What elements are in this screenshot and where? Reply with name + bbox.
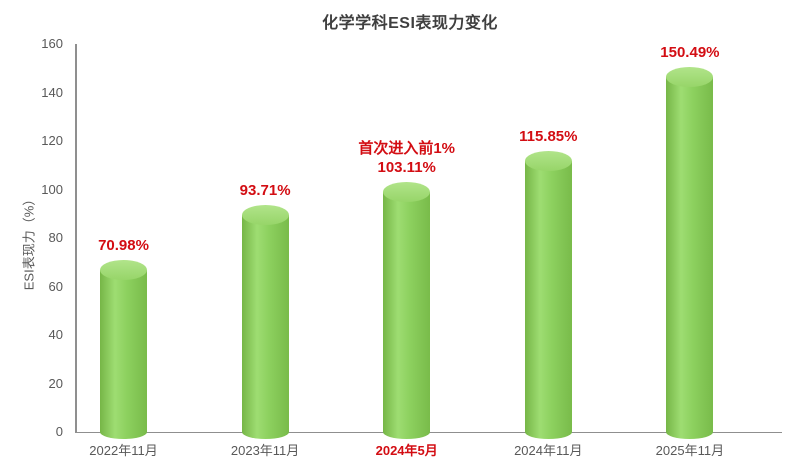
bar-cylinder xyxy=(241,204,289,439)
bar-data-label: 70.98% xyxy=(34,236,214,255)
bar-data-label-line: 150.49% xyxy=(660,44,720,62)
bar-data-label: 115.85% xyxy=(458,127,638,146)
bar-data-label-line: 70.98% xyxy=(98,236,149,254)
y-tick-label: 120 xyxy=(41,133,63,148)
x-axis-label: 2022年11月 xyxy=(89,443,158,458)
chart-title: 化学学科ESI表现力变化 xyxy=(322,15,498,32)
bar-data-label-line: 103.11% xyxy=(377,158,436,176)
bar-cylinder-body xyxy=(241,214,289,439)
y-tick-label: 60 xyxy=(48,278,63,294)
bar-cylinder-top xyxy=(666,67,714,88)
bar-cylinder xyxy=(100,259,147,439)
bar-data-label: 150.49% xyxy=(600,43,780,62)
bar-cylinder xyxy=(524,151,572,439)
y-tick-label: 20 xyxy=(48,375,63,391)
x-axis-label: 2023年11月 xyxy=(230,443,300,458)
bar-cylinder-top xyxy=(383,181,431,202)
y-tick-label: 40 xyxy=(48,327,63,342)
y-axis-line xyxy=(75,44,77,433)
bar-data-label: 首次进入前1% 103.11% xyxy=(317,139,497,177)
y-tick-label: 100 xyxy=(41,181,63,197)
bar-data-label: 93.71% xyxy=(175,181,355,200)
bar-cylinder-top xyxy=(524,151,572,172)
y-tick-label: 80 xyxy=(48,230,63,245)
bar-data-label-line: 115.85% xyxy=(519,128,578,146)
bar-data-label-line: 首次进入前1% xyxy=(358,139,456,157)
x-axis-label: 2025年11月 xyxy=(655,443,725,458)
bar-cylinder-top xyxy=(241,204,289,225)
y-tick-label: 140 xyxy=(41,84,63,100)
bar-cylinder xyxy=(666,67,714,439)
bar-cylinder-top xyxy=(100,259,147,280)
bar-cylinder-body xyxy=(666,77,714,439)
y-tick-label: 160 xyxy=(41,36,63,51)
bar-cylinder-body xyxy=(383,191,431,439)
x-axis-label: 2024年5月 xyxy=(375,443,438,458)
x-axis-label: 2024年11月 xyxy=(514,443,583,458)
bar-cylinder-body xyxy=(100,269,147,439)
bar-cylinder xyxy=(383,181,431,439)
y-tick-label: 0 xyxy=(55,424,63,439)
bar-data-label-line: 93.71% xyxy=(239,181,291,199)
bar-cylinder-body xyxy=(524,161,572,439)
